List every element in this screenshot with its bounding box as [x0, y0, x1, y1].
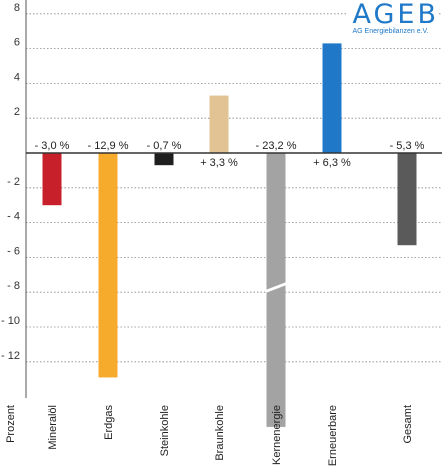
data-label: - 5,3 %	[390, 140, 425, 152]
y-tick-label: - 12	[1, 350, 20, 362]
axis-break-mark	[265, 282, 287, 293]
data-label: - 23,2 %	[256, 140, 297, 152]
bars	[42, 43, 417, 427]
y-tick-label: - 8	[7, 280, 20, 292]
y-tick-label: 6	[14, 37, 20, 49]
category-label: Kernenergie	[271, 405, 283, 465]
y-tick-label: - 4	[7, 211, 20, 223]
bar-mineralöl	[42, 153, 62, 206]
bar-braunkohle	[209, 95, 229, 153]
category-labels: Mineralöl Erdgas Steinkohle Braunkohle Kerne…	[47, 405, 414, 467]
y-tick-label: - 6	[7, 245, 20, 257]
y-tick-label: 2	[14, 106, 20, 118]
logo-name: AGEB	[352, 0, 439, 30]
data-label: + 6,3 %	[313, 157, 351, 169]
y-axis-label: Prozent	[5, 405, 17, 443]
bar-erdgas	[98, 153, 118, 378]
data-label: - 3,0 %	[35, 140, 70, 152]
category-label: Steinkohle	[159, 405, 171, 456]
data-label: + 3,3 %	[200, 157, 238, 169]
y-tick-labels: 8 6 4 2 - 2 - 4 - 6 - 8 - 10 - 12	[1, 2, 20, 362]
value-labels: - 3,0 % - 12,9 % - 0,7 % + 3,3 % - 23,2 % + 6…	[35, 140, 425, 169]
logo-subtitle: AG Energiebilanzen e.V.	[352, 28, 429, 35]
category-label: Mineralöl	[47, 405, 59, 450]
data-label: - 12,9 %	[88, 140, 129, 152]
category-label: Erneuerbare	[327, 405, 339, 466]
bar-kernenergie	[266, 153, 286, 427]
category-label: Gesamt	[402, 405, 414, 444]
y-tick-label: - 10	[1, 315, 20, 327]
bar-steinkohle	[154, 153, 174, 166]
y-tick-label: 4	[14, 71, 20, 83]
gridlines	[26, 13, 442, 363]
data-label: - 0,7 %	[147, 140, 182, 152]
bar-gesamt	[397, 153, 417, 246]
category-label: Braunkohle	[214, 405, 226, 461]
bar-erneuerbare	[322, 43, 342, 153]
y-tick-label: 8	[14, 2, 20, 14]
ageb-logo: AGEB AG Energiebilanzen e.V.	[348, 1, 439, 36]
y-tick-label: - 2	[7, 176, 20, 188]
category-label: Erdgas	[103, 405, 115, 440]
